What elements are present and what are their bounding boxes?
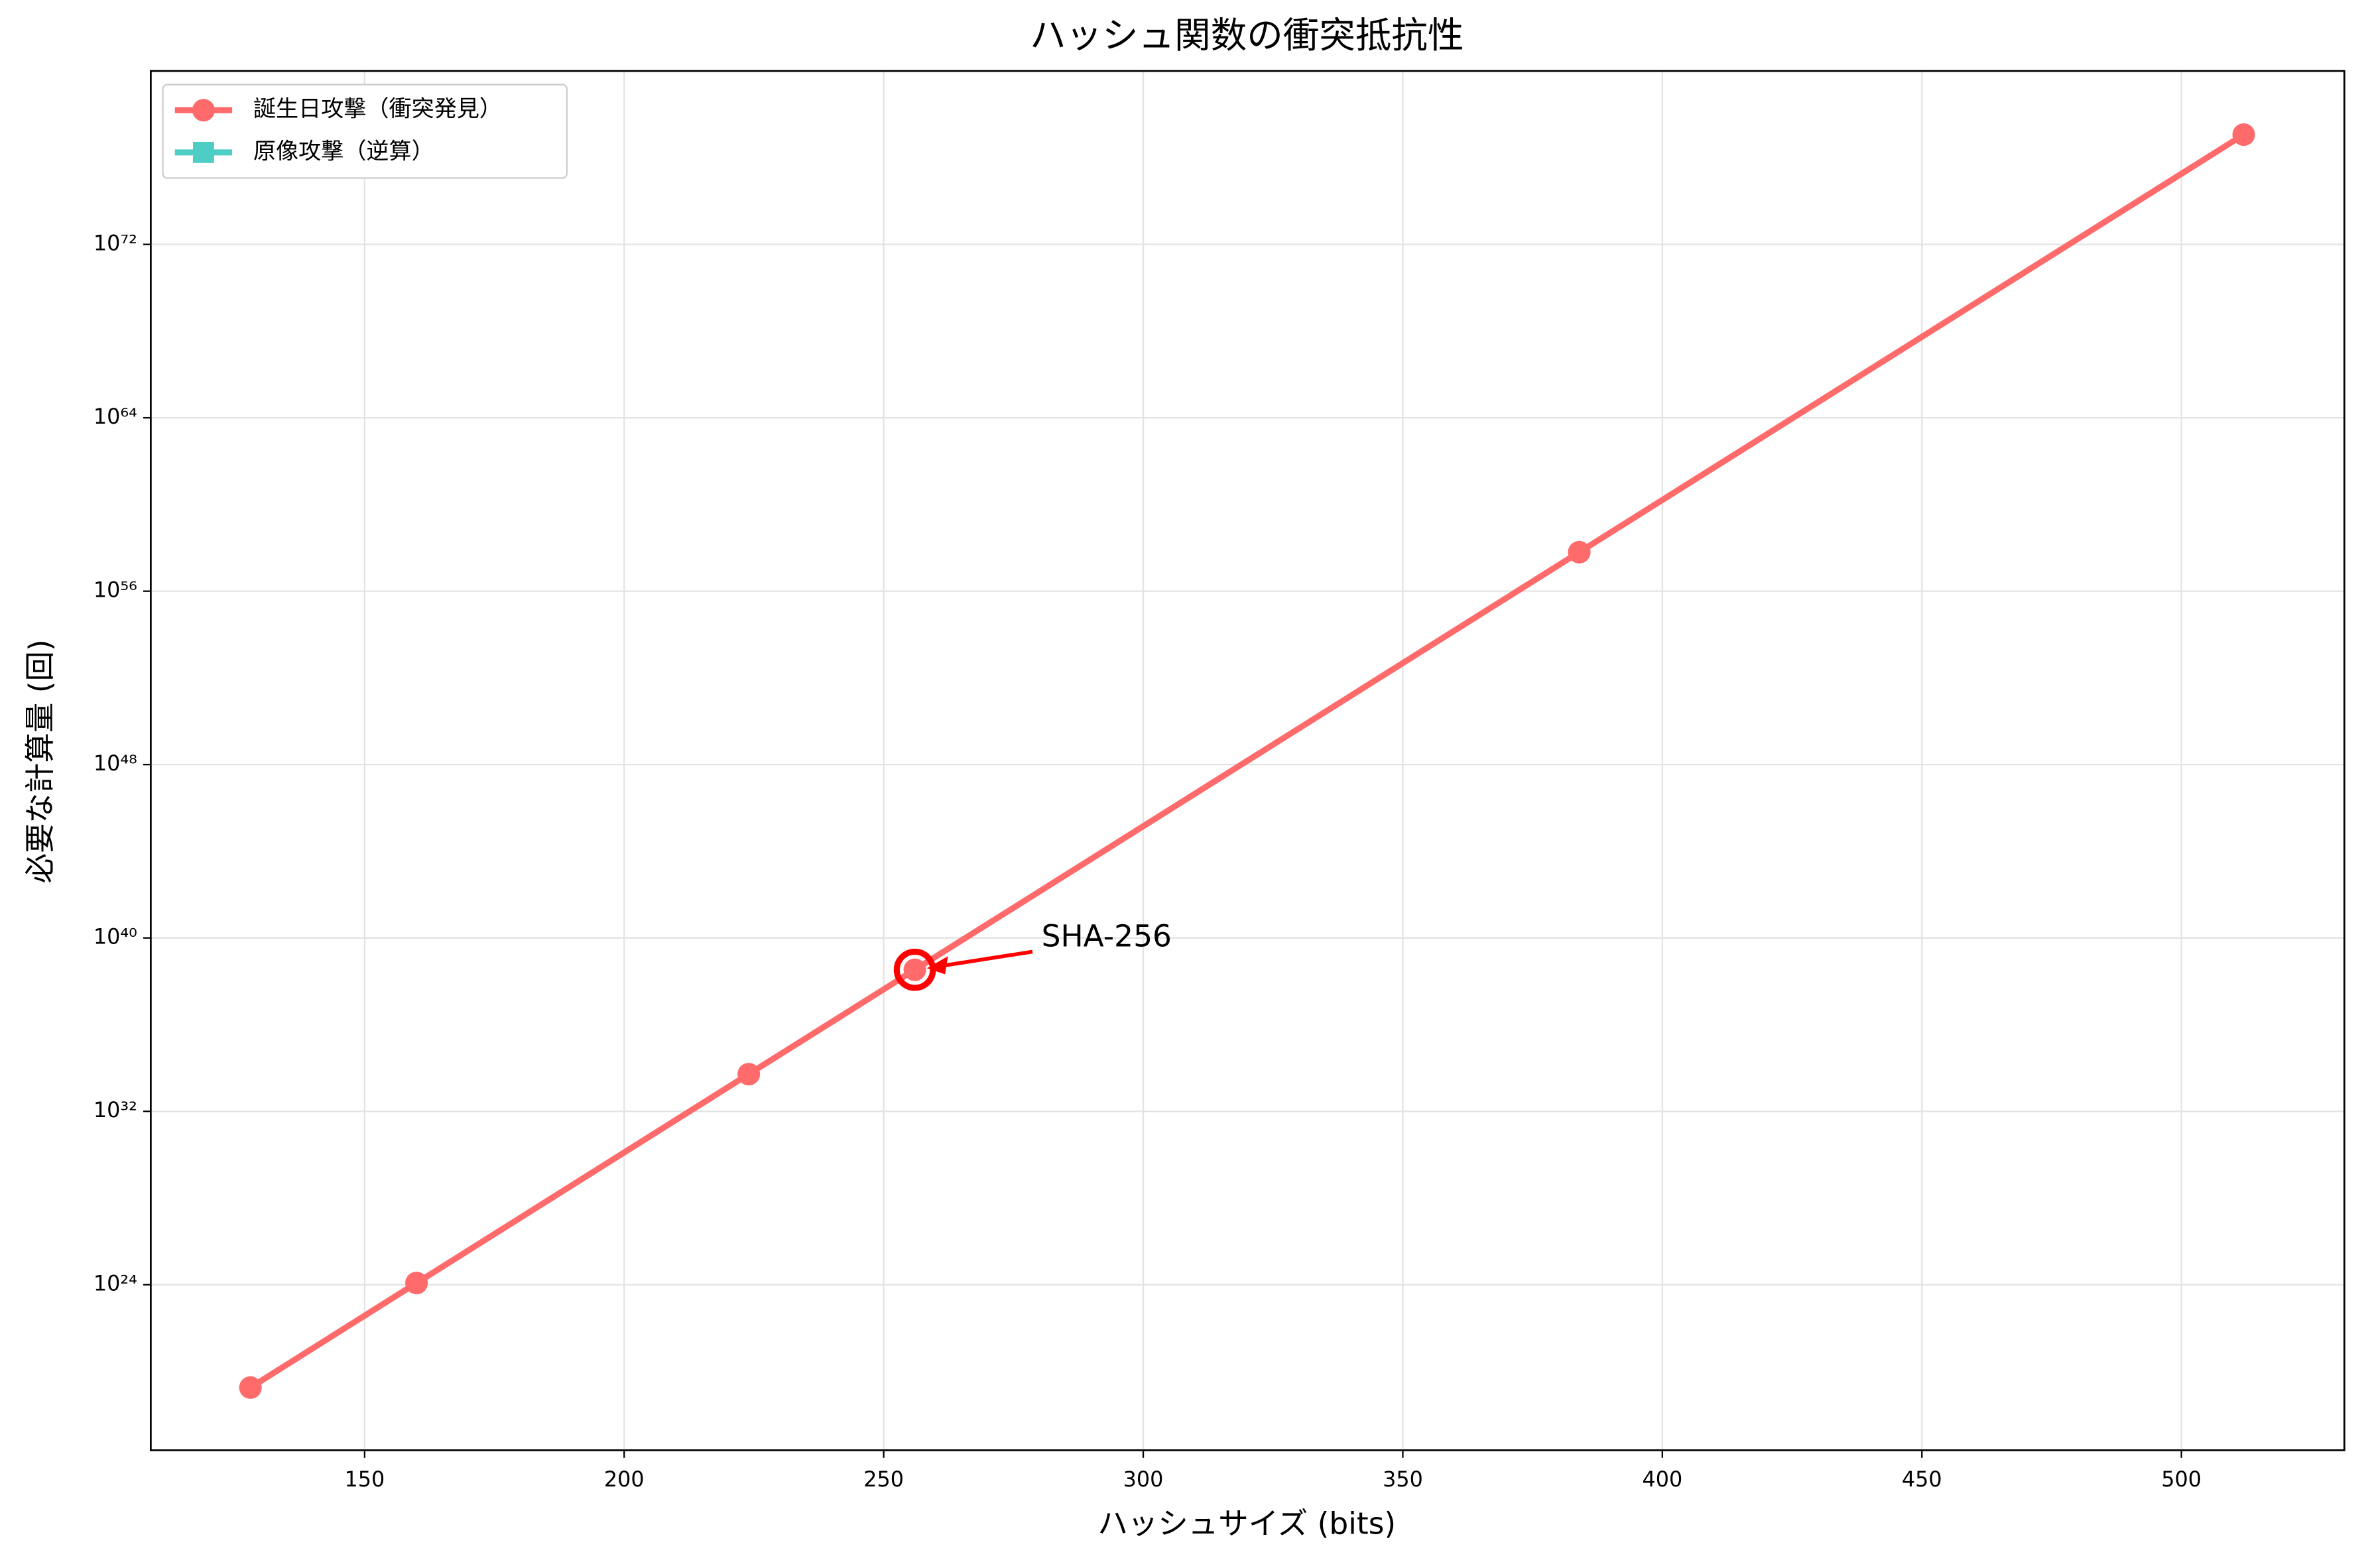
y-tick-label: 10⁴⁰ (93, 924, 137, 949)
y-axis-label: 必要な計算量 (回) (23, 639, 58, 883)
y-tick-label: 10²⁴ (93, 1271, 137, 1296)
x-tick-label: 250 (863, 1467, 904, 1492)
x-tick-label: 150 (344, 1467, 385, 1492)
legend-marker (192, 99, 215, 122)
y-tick-label: 10⁷² (93, 231, 137, 256)
x-tick-label: 300 (1123, 1467, 1164, 1492)
series-line (249, 132, 2246, 1390)
data-point (1568, 540, 1591, 564)
x-axis-label: ハッシュサイズ (bits) (1097, 1506, 1396, 1541)
data-point (239, 1376, 262, 1399)
data-point (903, 958, 926, 981)
y-tick-label: 10⁵⁶ (93, 577, 137, 603)
x-tick-label: 450 (1902, 1467, 1942, 1492)
y-tick-label: 10⁶⁴ (93, 404, 137, 429)
y-tick-label: 10³² (93, 1097, 137, 1122)
legend-box (162, 84, 568, 179)
data-point (405, 1272, 428, 1295)
x-tick-label: 350 (1383, 1467, 1423, 1492)
x-tick-label: 200 (604, 1467, 645, 1492)
plot-frame (149, 70, 2345, 1451)
annotation-text: SHA-256 (1042, 918, 1172, 953)
legend-label: 誕生日攻撃（衝突発見） (253, 96, 502, 123)
legend-marker (193, 141, 214, 163)
annotation-arrowhead (926, 956, 948, 975)
data-point (2232, 123, 2255, 147)
x-tick-label: 500 (2161, 1467, 2202, 1492)
y-tick-label: 10⁴⁸ (93, 751, 137, 776)
legend-label: 原像攻撃（逆算） (253, 138, 434, 164)
annotation-arrow (936, 949, 1033, 969)
data-point (737, 1063, 761, 1086)
x-tick-label: 400 (1642, 1467, 1682, 1492)
chart-title: ハッシュ関数の衝突抵抗性 (1030, 14, 1464, 56)
